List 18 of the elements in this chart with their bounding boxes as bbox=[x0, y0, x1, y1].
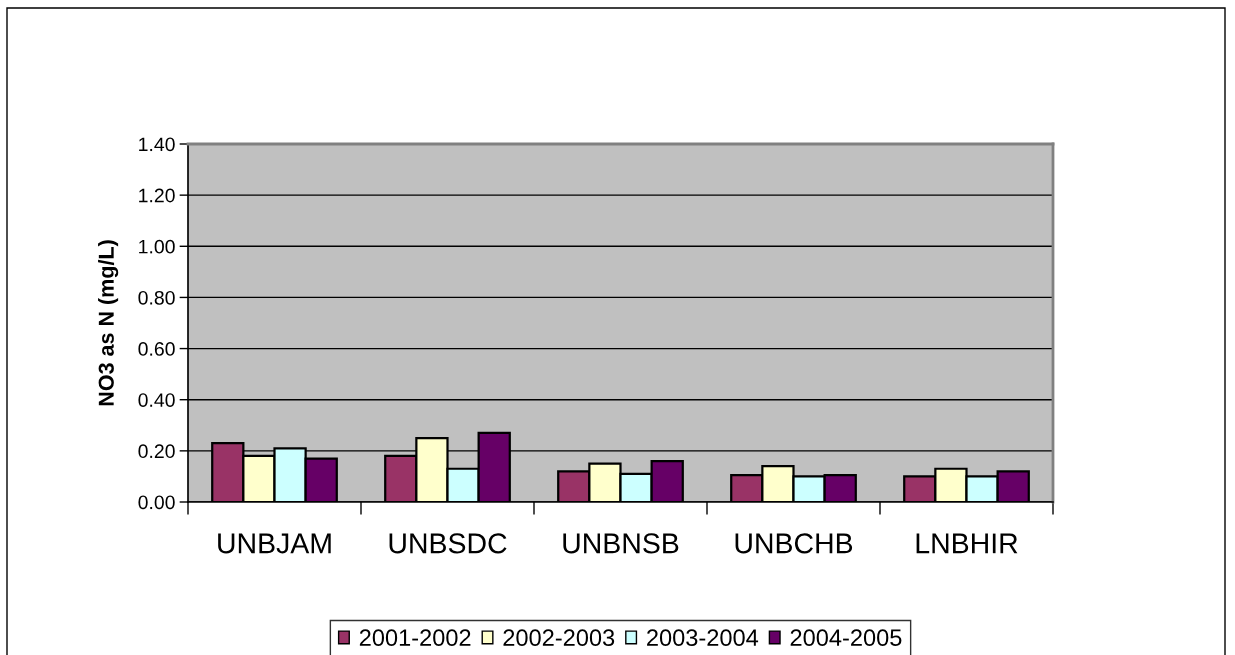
x-tick-label: UNBSDC bbox=[389, 533, 507, 554]
x-tick-label: UNBCHB bbox=[735, 533, 853, 554]
legend-label: 2002-2003 bbox=[503, 629, 615, 647]
y-tick-label: 0.20 bbox=[138, 444, 175, 459]
x-tick-label: LNBHIR bbox=[916, 533, 1018, 554]
legend-label: 2001-2002 bbox=[359, 629, 471, 647]
legend-label: 2003-2004 bbox=[647, 629, 759, 647]
x-tick-label: UNBNSB bbox=[563, 533, 679, 554]
y-tick-label: 0.60 bbox=[138, 342, 175, 356]
y-axis-title: NO3 as N (mg/L) bbox=[98, 240, 119, 406]
y-tick-label: 0.40 bbox=[138, 393, 175, 407]
y-tick-label: 1.00 bbox=[139, 239, 175, 254]
x-tick-label: UNBJAM bbox=[218, 533, 331, 554]
y-tick-label: 1.20 bbox=[139, 188, 175, 203]
y-tick-label: 1.40 bbox=[139, 137, 175, 152]
y-tick-label: 0.80 bbox=[138, 290, 175, 305]
legend-label: 2004-2005 bbox=[790, 629, 902, 647]
y-tick-label: 0.00 bbox=[138, 495, 175, 510]
